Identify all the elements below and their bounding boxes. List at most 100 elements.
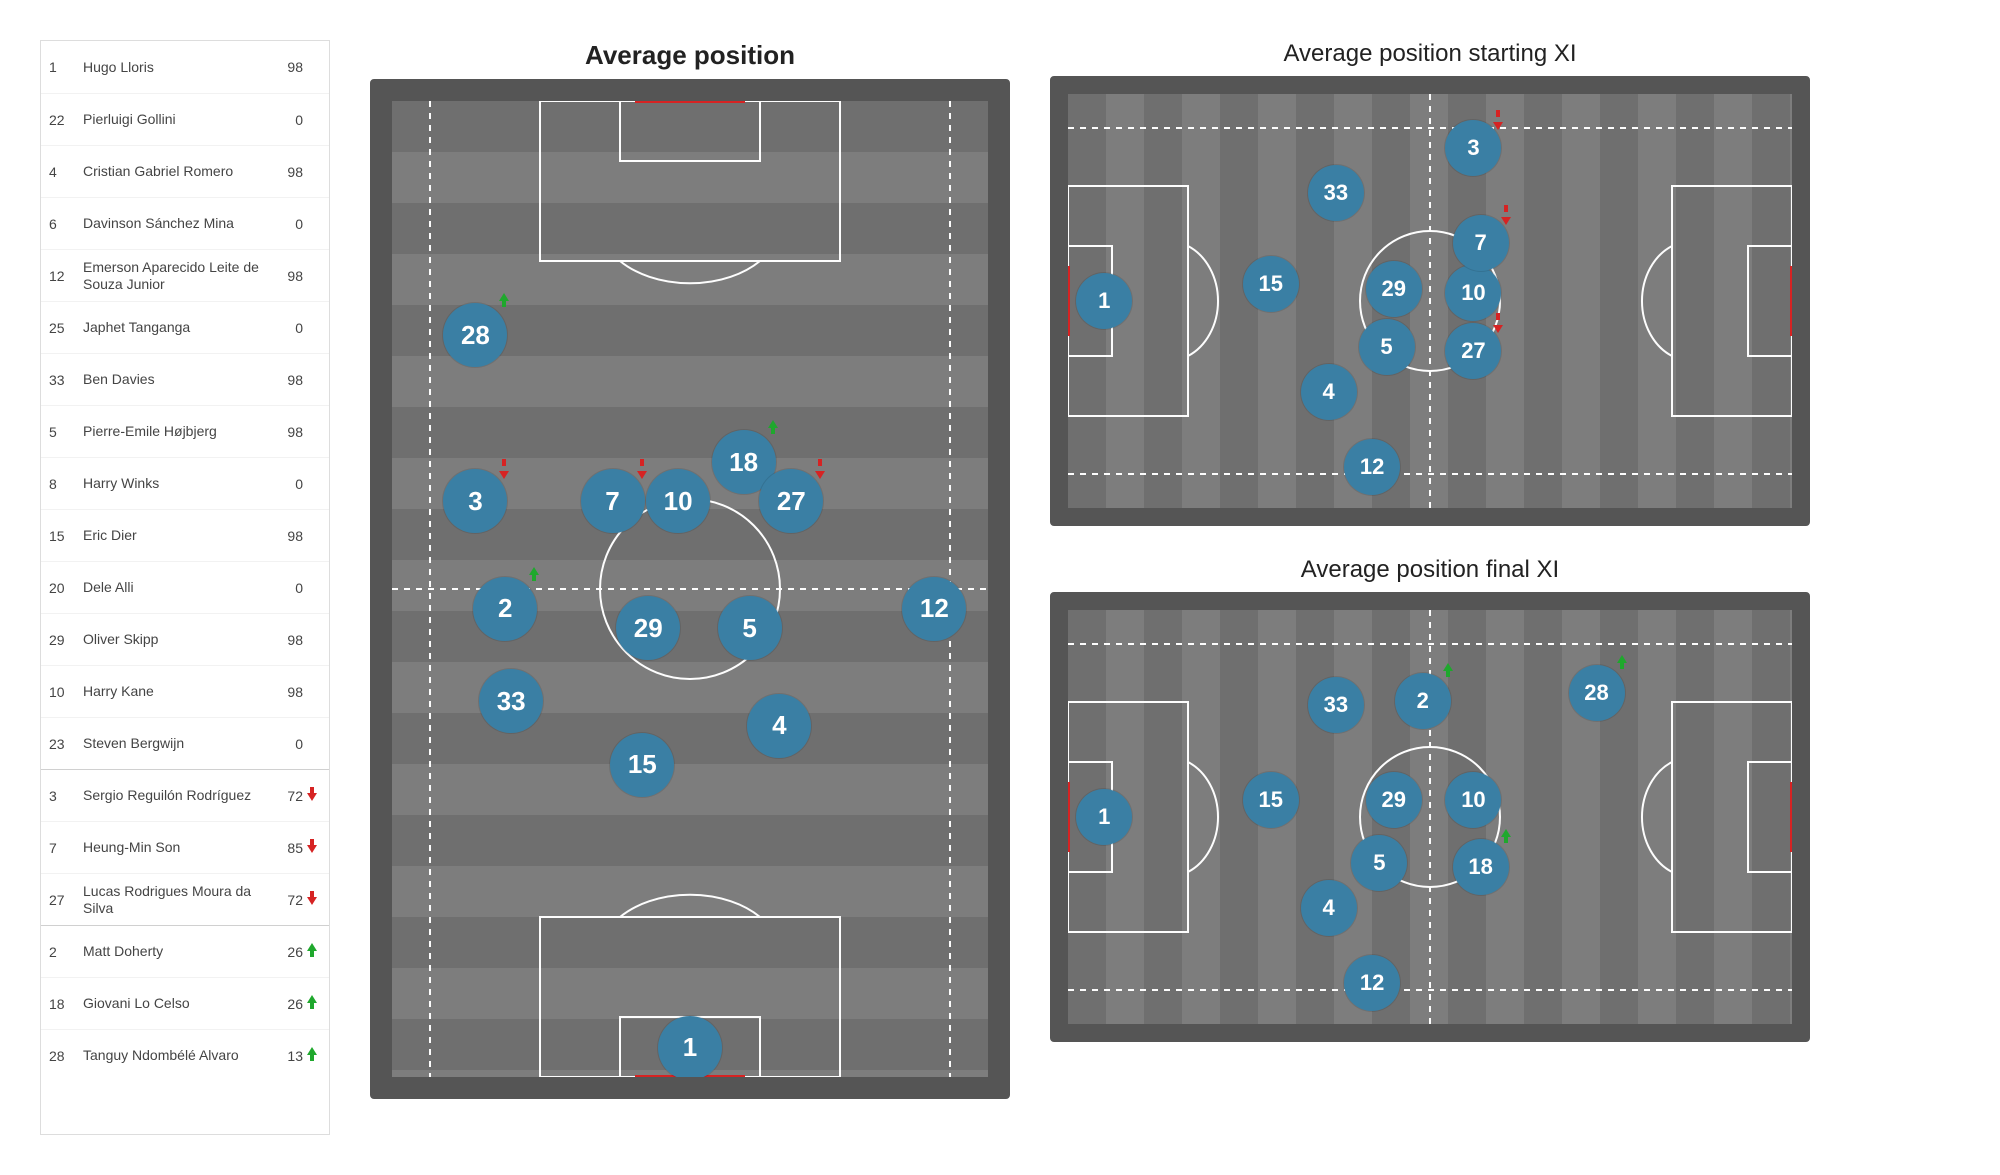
- player-number: 5: [49, 424, 83, 440]
- starting-pitch-lines: [1068, 94, 1792, 508]
- sub-arrow-cell: [303, 995, 321, 1012]
- starting-pitch-title: Average position starting XI: [1283, 40, 1576, 68]
- player-name: Lucas Rodrigues Moura da Silva: [83, 883, 269, 915]
- player-dot-label: 18: [1468, 854, 1492, 880]
- player-dot-label: 15: [628, 749, 657, 780]
- player-dot-label: 5: [742, 613, 756, 644]
- arrow-down-icon: [307, 891, 317, 905]
- arrow-up-icon: [307, 995, 317, 1009]
- table-row: 29Oliver Skipp98: [41, 613, 329, 665]
- arrow-up-icon: [307, 943, 317, 957]
- player-dot: 15: [1243, 772, 1299, 828]
- table-row: 33Ben Davies98: [41, 353, 329, 405]
- player-dot-label: 4: [772, 710, 786, 741]
- player-dot: 1: [1076, 789, 1132, 845]
- starting-pitch: 11241533529271073: [1050, 76, 1810, 526]
- arrow-up-icon: [1501, 829, 1515, 849]
- player-minutes: 98: [269, 372, 303, 388]
- player-number: 22: [49, 112, 83, 128]
- player-dot: 15: [610, 733, 674, 797]
- player-dot-label: 7: [605, 486, 619, 517]
- player-name: Oliver Skipp: [83, 631, 269, 647]
- table-row: 8Harry Winks0: [41, 457, 329, 509]
- player-minutes: 98: [269, 684, 303, 700]
- player-dot: 10: [646, 469, 710, 533]
- player-name: Hugo Lloris: [83, 59, 269, 75]
- player-dot-label: 18: [729, 447, 758, 478]
- player-name: Harry Kane: [83, 683, 269, 699]
- player-number: 18: [49, 996, 83, 1012]
- player-name: Eric Dier: [83, 527, 269, 543]
- player-minutes: 0: [269, 580, 303, 596]
- player-dot: 10: [1445, 265, 1501, 321]
- player-name: Pierluigi Gollini: [83, 111, 269, 127]
- player-dot: 18: [1453, 839, 1509, 895]
- arrow-down-icon: [1493, 313, 1507, 333]
- table-row: 15Eric Dier98: [41, 509, 329, 561]
- arrow-down-icon: [1501, 205, 1515, 225]
- player-dot-label: 15: [1258, 787, 1282, 813]
- arrow-up-icon: [1617, 655, 1631, 675]
- table-row: 4Cristian Gabriel Romero98: [41, 145, 329, 197]
- player-name: Giovani Lo Celso: [83, 995, 269, 1011]
- player-number: 6: [49, 216, 83, 232]
- table-row: 18Giovani Lo Celso26: [41, 977, 329, 1029]
- player-dot: 27: [759, 469, 823, 533]
- player-dot-label: 28: [1584, 680, 1608, 706]
- player-dot-label: 10: [1461, 280, 1485, 306]
- player-dot-label: 10: [1461, 787, 1485, 813]
- player-minutes: 26: [269, 944, 303, 960]
- player-name: Pierre-Emile Højbjerg: [83, 423, 269, 439]
- player-dot: 33: [479, 669, 543, 733]
- player-dot-label: 1: [1098, 288, 1110, 314]
- player-name: Steven Bergwijn: [83, 735, 269, 751]
- final-pitch-wrap: Average position final XI 11241533529: [1050, 556, 1810, 1042]
- player-dot-label: 2: [1417, 688, 1429, 714]
- player-dot: 27: [1445, 323, 1501, 379]
- table-row: 1Hugo Lloris98: [41, 41, 329, 93]
- player-name: Davinson Sánchez Mina: [83, 215, 269, 231]
- table-row: 23Steven Bergwijn0: [41, 717, 329, 769]
- player-number: 4: [49, 164, 83, 180]
- player-dot: 12: [1344, 439, 1400, 495]
- player-dot: 7: [1453, 215, 1509, 271]
- table-row: 27Lucas Rodrigues Moura da Silva72: [41, 873, 329, 925]
- player-number: 10: [49, 684, 83, 700]
- main-pitch-title: Average position: [585, 40, 795, 71]
- arrow-up-icon: [529, 567, 543, 587]
- sub-arrow-cell: [303, 891, 321, 908]
- sub-arrow-cell: [303, 943, 321, 960]
- player-table: 1Hugo Lloris98 22Pierluigi Gollini 0 4Crist…: [40, 40, 330, 1135]
- table-row: 28Tanguy Ndombélé Alvaro13: [41, 1029, 329, 1081]
- sub-arrow-cell: [303, 787, 321, 804]
- player-dot: 2: [1395, 673, 1451, 729]
- player-dot-label: 27: [1461, 338, 1485, 364]
- player-name: Heung-Min Son: [83, 839, 269, 855]
- player-dot: 4: [1301, 880, 1357, 936]
- player-dot: 28: [443, 303, 507, 367]
- player-minutes: 98: [269, 632, 303, 648]
- main-pitch: 1331541223295710182728: [370, 79, 1010, 1099]
- player-dot-label: 29: [1382, 787, 1406, 813]
- player-minutes: 0: [269, 320, 303, 336]
- player-minutes: 0: [269, 216, 303, 232]
- player-dot-label: 4: [1323, 895, 1335, 921]
- player-dot: 29: [1366, 261, 1422, 317]
- player-dot-label: 29: [634, 613, 663, 644]
- player-dot: 7: [581, 469, 645, 533]
- player-minutes: 98: [269, 424, 303, 440]
- player-dot: 33: [1308, 677, 1364, 733]
- arrow-up-icon: [307, 1047, 317, 1061]
- player-dot-label: 33: [1324, 180, 1348, 206]
- player-dot: 28: [1569, 665, 1625, 721]
- arrow-up-icon: [1443, 663, 1457, 683]
- arrow-down-icon: [307, 839, 317, 853]
- player-number: 7: [49, 840, 83, 856]
- player-dot: 1: [658, 1016, 722, 1080]
- player-dot-label: 12: [920, 593, 949, 624]
- player-dot: 4: [1301, 364, 1357, 420]
- player-dot-label: 15: [1258, 271, 1282, 297]
- player-dot-label: 7: [1475, 230, 1487, 256]
- arrow-up-icon: [499, 293, 513, 313]
- player-number: 12: [49, 268, 83, 284]
